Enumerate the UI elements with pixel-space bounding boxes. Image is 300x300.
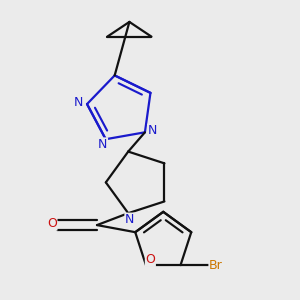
Text: N: N: [148, 124, 157, 137]
Text: O: O: [47, 217, 57, 230]
Text: Br: Br: [209, 259, 223, 272]
Text: N: N: [98, 138, 107, 151]
Text: O: O: [146, 253, 155, 266]
Text: N: N: [125, 213, 134, 226]
Text: N: N: [74, 96, 83, 109]
